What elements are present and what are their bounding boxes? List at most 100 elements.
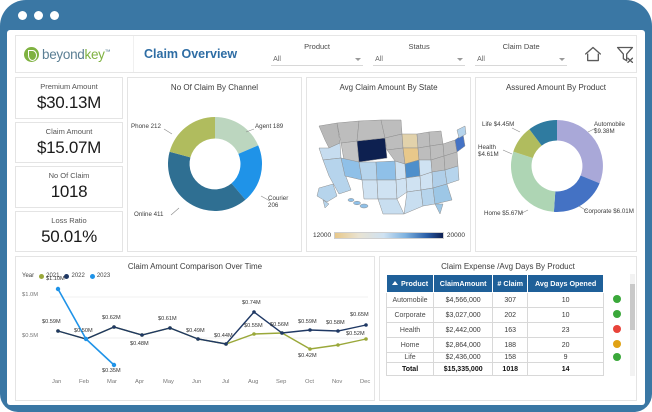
donut-slice-online[interactable]	[168, 151, 246, 211]
filter-claim-date-select[interactable]: All	[475, 53, 568, 66]
filter-status[interactable]: Status All	[373, 42, 466, 66]
window-dot-3[interactable]	[50, 10, 59, 20]
table-row[interactable]: Corporate $3,027,000 202 10	[385, 307, 630, 323]
line-series-2023[interactable]	[57, 288, 115, 366]
state-hi-2[interactable]	[353, 200, 361, 206]
dashboard-canvas: beyondkey™ Claim Overview Product All St…	[7, 30, 645, 405]
chevron-down-icon	[457, 57, 464, 61]
x-tick-feb: Feb	[79, 379, 89, 385]
table-scrollbar-thumb[interactable]	[630, 284, 635, 330]
donut-slice-health[interactable]	[513, 129, 542, 158]
line-series-2022[interactable]	[57, 311, 367, 345]
state-az[interactable]	[361, 179, 379, 200]
table-row[interactable]: Life $2,436,000 158 9	[385, 352, 630, 363]
status-indicator-green	[612, 310, 621, 318]
legend-item-2021[interactable]: 2021	[39, 273, 59, 279]
map-area: 12000 20000	[307, 92, 470, 244]
kpi-loss-ratio[interactable]: Loss Ratio 50.01%	[15, 210, 123, 252]
table-row[interactable]: Health $2,442,000 163 23	[385, 322, 630, 338]
state-wi[interactable]	[416, 131, 431, 149]
donut-slice-courier[interactable]	[231, 145, 263, 200]
state-me[interactable]	[456, 125, 467, 139]
donut-slice-automobile[interactable]	[557, 120, 603, 184]
legend-item-2022[interactable]: 2022	[64, 273, 85, 279]
state-sc[interactable]	[444, 165, 460, 185]
donut-slice-corporate[interactable]	[553, 175, 600, 213]
table-claim-expense-avg-days-by-product[interactable]: Claim Expense /Avg Days By Product Produ…	[379, 256, 637, 401]
state-fl-s[interactable]	[434, 203, 444, 215]
window-dot-2[interactable]	[34, 10, 43, 20]
home-icon[interactable]	[583, 45, 603, 63]
column-header-product[interactable]: Product	[385, 274, 435, 293]
state-ut[interactable]	[358, 161, 378, 181]
state-co[interactable]	[375, 160, 397, 181]
cell-num-claim: 307	[492, 292, 529, 308]
donut-slice-home[interactable]	[510, 151, 556, 212]
dashboard-header: beyondkey™ Claim Overview Product All St…	[15, 35, 637, 73]
kpi-value: 50.01%	[41, 226, 97, 246]
brand-second: key	[84, 46, 105, 62]
state-ak[interactable]	[316, 183, 338, 203]
points-2023	[55, 286, 117, 368]
state-ar[interactable]	[405, 175, 422, 193]
state-mn[interactable]	[401, 133, 419, 149]
status-indicator-green	[612, 352, 621, 361]
chart-avg-claim-amount-by-state[interactable]: Avg Claim Amount By State	[306, 77, 471, 252]
donut-slice-agent[interactable]	[215, 116, 259, 154]
chevron-down-icon	[355, 57, 362, 61]
donut-label-online: Online 411	[134, 211, 164, 218]
state-mt-east[interactable]	[356, 119, 386, 142]
cell-product: Corporate	[385, 307, 435, 323]
donut-slice-life[interactable]	[529, 120, 557, 146]
table-row[interactable]: Home $2,864,000 188 20	[385, 337, 630, 353]
state-mi[interactable]	[428, 130, 444, 147]
state-ks[interactable]	[394, 160, 407, 181]
brand-logo[interactable]: beyondkey™	[16, 36, 134, 72]
table-row[interactable]: Automobile $4,566,000 307 10	[385, 292, 630, 308]
column-header-num-claim[interactable]: # Claim	[492, 274, 529, 293]
state-tx[interactable]	[377, 198, 405, 215]
donut-leader-lines	[502, 127, 597, 215]
state-mt[interactable]	[336, 120, 360, 144]
state-fl-n[interactable]	[432, 183, 453, 205]
kpi-claim-amount[interactable]: Claim Amount $15.07M	[15, 121, 123, 163]
x-tick-sep: Sep	[276, 379, 287, 385]
point-label-dec-2021: $0.52M	[346, 331, 365, 337]
state-hi-1[interactable]	[347, 198, 355, 202]
kpi-no-of-claim[interactable]: No Of Claim 1018	[15, 166, 123, 208]
x-tick-jun: Jun	[192, 379, 202, 385]
column-header-avg-days-opened[interactable]: Avg Days Opened	[527, 274, 604, 293]
claim-expense-table: Product ClaimAmount # Claim Avg Days Ope…	[385, 274, 630, 376]
chart-no-of-claim-by-channel[interactable]: No Of Claim By Channel	[127, 77, 302, 252]
filter-claim-date[interactable]: Claim Date All	[475, 42, 568, 66]
filter-product-select[interactable]: All	[271, 53, 364, 66]
table-header: Product ClaimAmount # Claim Avg Days Ope…	[385, 274, 630, 293]
state-il[interactable]	[417, 145, 432, 161]
state-wy[interactable]	[356, 137, 388, 163]
clear-filter-icon[interactable]	[615, 45, 635, 64]
state-nm[interactable]	[376, 179, 398, 200]
state-al[interactable]	[420, 187, 436, 207]
chart-claim-amount-comparison-over-time[interactable]: Claim Amount Comparison Over Time Year 2…	[15, 256, 375, 401]
state-or[interactable]	[318, 142, 342, 161]
donut-label-phone: Phone 212	[131, 123, 161, 130]
kpi-premium-amount[interactable]: Premium Amount $30.13M	[15, 77, 123, 119]
usa-choropleth-map[interactable]	[307, 96, 470, 222]
filter-status-select[interactable]: All	[373, 53, 466, 66]
chart-assured-amount-by-product[interactable]: Assured Amount By Product	[475, 77, 637, 252]
cell-claim-amount: $4,566,000	[433, 292, 494, 308]
donut-slice-phone[interactable]	[169, 117, 215, 158]
donut-leader-lines	[163, 128, 271, 216]
point-label-nov: $0.58M	[326, 320, 345, 326]
legend-item-2023[interactable]: 2023	[89, 273, 110, 279]
state-ok[interactable]	[395, 177, 408, 200]
kpi-label: Loss Ratio	[51, 215, 87, 225]
state-hi-3[interactable]	[359, 203, 369, 209]
column-header-claim-amount[interactable]: ClaimAmount	[433, 274, 494, 293]
window-dot-1[interactable]	[18, 10, 27, 20]
state-ak-tail[interactable]	[322, 199, 330, 209]
cell-status	[603, 352, 630, 363]
filter-product[interactable]: Product All	[271, 42, 364, 66]
state-la[interactable]	[403, 189, 424, 215]
sort-ascending-icon[interactable]	[391, 281, 398, 285]
